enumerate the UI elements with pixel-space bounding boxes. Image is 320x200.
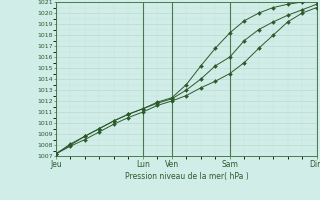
X-axis label: Pression niveau de la mer( hPa ): Pression niveau de la mer( hPa ) bbox=[124, 172, 248, 181]
